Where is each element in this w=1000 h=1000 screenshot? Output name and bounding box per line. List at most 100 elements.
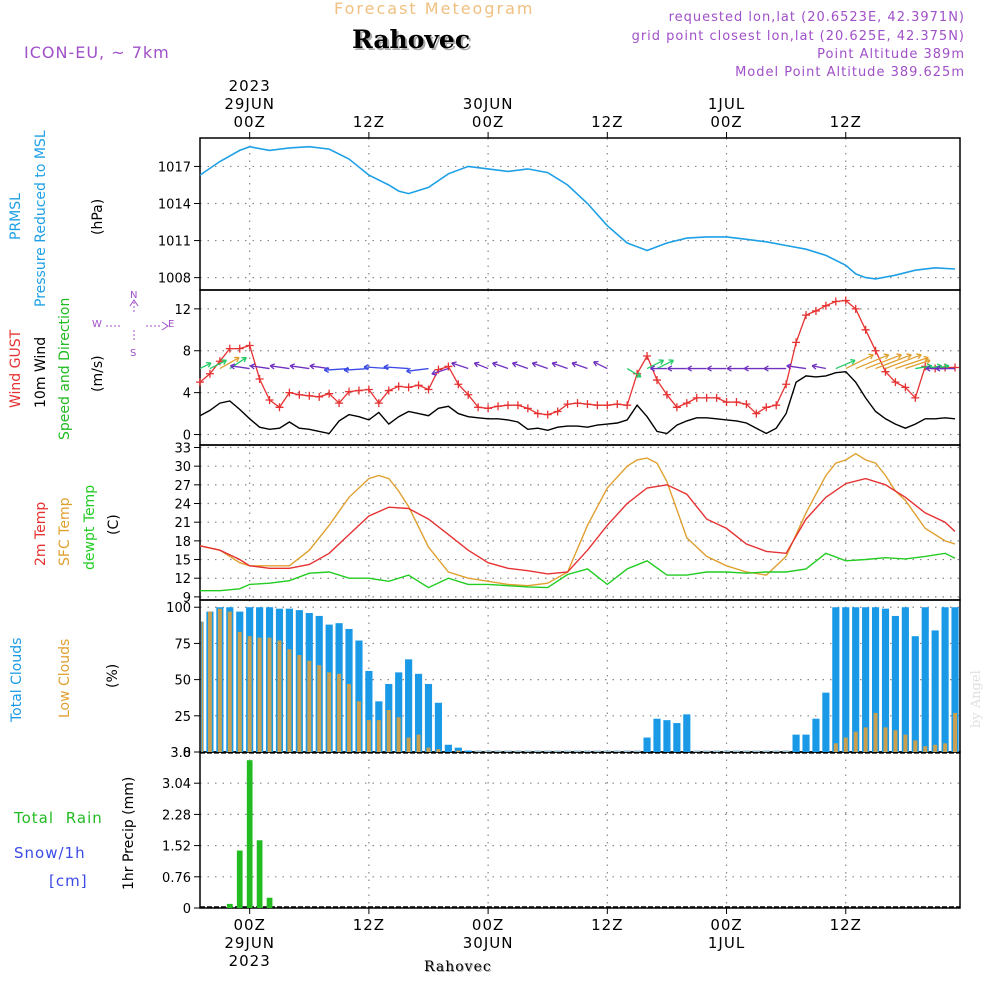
low-cloud-bar <box>456 750 461 752</box>
wind-direction-arrowhead <box>667 365 673 372</box>
wind-direction-arrow <box>492 362 509 370</box>
low-cloud-bar <box>267 637 272 752</box>
total-cloud-bar <box>891 615 900 752</box>
low-cloud-bar <box>913 740 918 752</box>
snow-label: Snow/1h <box>14 844 86 862</box>
gust-marker <box>275 403 284 412</box>
gust-marker <box>335 399 344 408</box>
wind-y-tick-label: 8 <box>183 345 191 360</box>
wind-direction-arrow <box>865 354 902 370</box>
total-cloud-bar <box>395 672 403 752</box>
gust-marker <box>503 401 512 410</box>
wind-direction-arrowhead <box>241 356 247 363</box>
wind-direction-arrowhead <box>531 361 538 368</box>
gust-marker <box>245 341 254 350</box>
wind-speed-line <box>199 370 956 435</box>
time-label-top: 00Z <box>710 113 742 131</box>
wind-direction-arrow <box>270 365 290 370</box>
wind-direction-arrow <box>474 362 489 370</box>
gust-marker <box>513 401 522 410</box>
total-cloud-bar <box>812 718 820 752</box>
wind-direction-arrowhead <box>883 353 890 360</box>
gust-marker <box>394 382 403 391</box>
wind-direction-arrow <box>656 359 674 370</box>
precip-y-tick-label: 2.28 <box>162 808 191 823</box>
time-label-top: 12Z <box>353 113 385 131</box>
wind-direction-arrow <box>363 366 389 370</box>
gust-marker <box>196 378 204 387</box>
low-cloud-bar <box>416 734 421 752</box>
low-cloud-bar <box>426 747 431 752</box>
gust-marker <box>851 304 860 313</box>
clouds-y-tick-label: 50 <box>174 674 191 689</box>
grid-point-coords: grid point closest lon,lat (20.625E, 42.… <box>631 29 965 44</box>
wind-direction-arrowhead <box>571 361 578 368</box>
wind-direction-arrowhead <box>935 365 941 372</box>
wind-direction-arrowhead <box>230 363 236 370</box>
time-label-bottom: 12Z <box>830 916 862 934</box>
wind-direction-arrow <box>571 362 588 370</box>
low-cloud-bar <box>923 746 928 752</box>
gust-marker <box>881 367 890 376</box>
time-label-top: 2023 <box>229 77 271 95</box>
gust-marker <box>772 401 781 410</box>
time-label-top: 30JUN <box>463 95 514 113</box>
gust-marker <box>682 399 691 408</box>
rain-bar <box>236 850 243 908</box>
gust-marker <box>354 386 363 395</box>
temp-y-tick-label: 30 <box>174 460 191 475</box>
total-cloud-bar <box>792 734 800 752</box>
time-label-bottom: 2023 <box>229 952 271 970</box>
gust-marker <box>484 404 493 413</box>
wind-direction-arrowhead <box>309 363 315 370</box>
wind-direction-arrowhead <box>850 358 856 365</box>
gust-marker <box>871 346 880 355</box>
total-cloud-bar <box>722 750 731 752</box>
gust-marker <box>831 297 840 306</box>
total-cloud-bar <box>514 750 522 752</box>
gust-marker <box>523 404 532 413</box>
precip-y-tick-label: 0 <box>183 902 191 917</box>
wind-direction-arrow <box>532 362 548 370</box>
gust-marker <box>374 399 383 408</box>
subtitle: Forecast Meteogram <box>334 0 535 18</box>
total-cloud-bar <box>762 750 770 752</box>
total-cloud-bar <box>901 607 909 752</box>
gust-marker <box>951 363 960 372</box>
time-label-bottom: 00Z <box>472 916 504 934</box>
wind-direction-arrowhead <box>658 359 665 365</box>
low-cloud-bar <box>207 611 212 752</box>
low-cloud-bar <box>366 720 371 752</box>
pressure-line <box>199 145 956 280</box>
compass-w: W <box>92 319 102 330</box>
wind-direction-arrowhead <box>743 365 749 372</box>
total-cloud-bar <box>424 683 433 752</box>
wind-direction-arrow <box>845 354 874 370</box>
precip-y-tick-label: 3.8 <box>170 746 191 761</box>
total-cloud-bar <box>434 702 443 752</box>
total-cloud-bar <box>474 750 482 752</box>
gust-marker <box>414 381 423 390</box>
wind-direction-arrowhead <box>492 361 498 368</box>
total-cloud-bar <box>951 607 959 752</box>
total-cloud-bar <box>822 692 830 752</box>
low-cloud-bar <box>237 631 242 752</box>
rain-bar <box>266 897 273 908</box>
gust-marker <box>593 401 602 410</box>
gust-marker <box>662 390 671 399</box>
time-label-bottom: 30JUN <box>463 934 514 952</box>
gust-marker <box>911 393 920 402</box>
wind-direction-arrowhead <box>221 359 227 365</box>
wind-direction-arrow <box>230 365 250 370</box>
total-cloud-bar <box>564 750 572 752</box>
total-cloud-bar <box>673 723 681 752</box>
wind-direction-arrowhead <box>811 363 818 370</box>
low-cloud-bar <box>833 743 838 752</box>
time-label-bottom: 29JUN <box>224 934 275 952</box>
total-cloud-bar <box>494 750 502 752</box>
wind-direction-arrow <box>551 362 568 370</box>
total-cloud-bar <box>573 750 582 752</box>
wind-direction-arrowhead <box>249 363 256 370</box>
gust-marker <box>613 400 622 409</box>
gust-marker <box>573 399 582 408</box>
